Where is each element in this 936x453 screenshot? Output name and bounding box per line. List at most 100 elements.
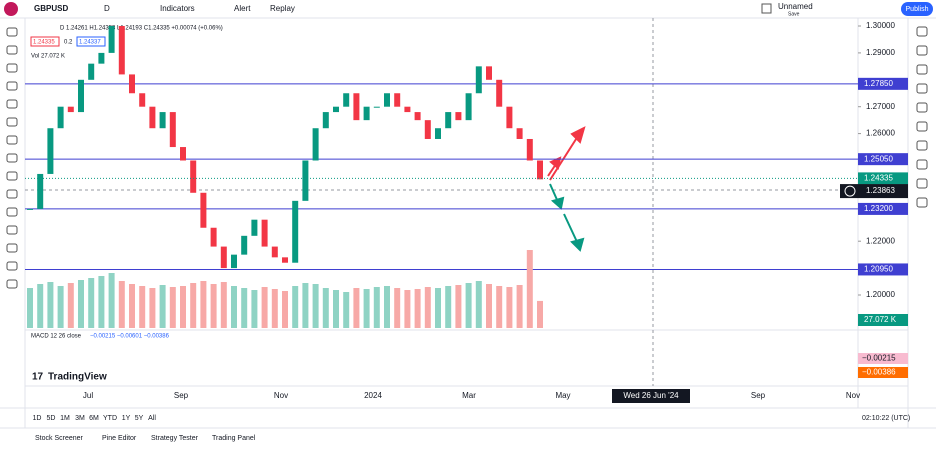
volume-bar: [455, 285, 462, 328]
side-icon[interactable]: [916, 83, 928, 94]
side-icon[interactable]: [916, 197, 928, 208]
volume-bar: [322, 288, 329, 328]
macd-badge-2: [858, 367, 908, 378]
layout-name[interactable]: Unnamed: [778, 2, 813, 11]
publish[interactable]: Publish: [906, 6, 929, 13]
tool-icon[interactable]: [6, 279, 18, 289]
tool-icon[interactable]: [6, 45, 18, 55]
clock: 02:10:22 (UTC): [862, 415, 910, 422]
interval[interactable]: D: [104, 4, 110, 13]
time-label: Sep: [174, 391, 189, 400]
price-tick-label: 1.29000: [866, 48, 895, 57]
volume-bar: [506, 287, 513, 328]
avatar[interactable]: [4, 2, 18, 16]
candle: [271, 246, 278, 258]
tool-icon[interactable]: [6, 171, 18, 181]
candle: [333, 106, 339, 113]
volume-bar: [129, 284, 135, 328]
cursor-badge: [840, 184, 908, 199]
macd-title: MACD 12 26 close: [31, 334, 82, 340]
volume-bar: [414, 289, 421, 328]
side-icon[interactable]: [916, 121, 928, 132]
side-icon[interactable]: [916, 159, 928, 170]
range-button[interactable]: 5Y: [135, 415, 144, 422]
volume-bar: [67, 283, 74, 328]
side-icon[interactable]: [916, 45, 928, 56]
side-icon[interactable]: [916, 140, 928, 151]
cursor-plus[interactable]: [844, 185, 856, 197]
time-label: Sep: [751, 391, 766, 400]
candle: [312, 128, 319, 161]
last-price-label: 1.24335: [864, 173, 893, 182]
volume-bar: [231, 286, 237, 328]
time-label: Wed 26 Jun '24: [623, 391, 679, 400]
volume-bar: [526, 250, 533, 328]
candle: [496, 79, 503, 107]
volume-bar: [486, 284, 492, 328]
tool-icon[interactable]: [6, 27, 18, 37]
candle: [200, 192, 207, 228]
range-button[interactable]: YTD: [103, 415, 117, 422]
tool-icon[interactable]: [6, 243, 18, 253]
candle: [37, 173, 44, 209]
bottom-tab[interactable]: Trading Panel: [212, 435, 256, 442]
range-button[interactable]: 1D: [33, 415, 42, 422]
publish-button[interactable]: [901, 2, 933, 16]
range-button[interactable]: 5D: [47, 415, 56, 422]
candle: [435, 128, 441, 139]
candle: [343, 93, 350, 107]
layout-icon[interactable]: [761, 3, 772, 14]
candle: [261, 219, 268, 247]
bottom-tab[interactable]: Pine Editor: [102, 435, 137, 442]
tool-icon[interactable]: [6, 81, 18, 91]
replay[interactable]: Replay: [270, 4, 295, 13]
level-label: 1.20950: [864, 265, 893, 274]
indicators[interactable]: Indicators: [160, 4, 195, 13]
side-icon[interactable]: [916, 26, 928, 37]
volume-bar: [57, 286, 64, 328]
range-button[interactable]: 1M: [60, 415, 70, 422]
tool-icon[interactable]: [6, 153, 18, 163]
ask: 1.24337: [79, 40, 101, 46]
tool-icon[interactable]: [6, 135, 18, 145]
bottom-tab[interactable]: Stock Screener: [35, 435, 84, 442]
tool-icon[interactable]: [6, 261, 18, 271]
tool-icon[interactable]: [6, 117, 18, 127]
bottom-tab[interactable]: Strategy Tester: [151, 435, 199, 442]
tool-icon[interactable]: [6, 225, 18, 235]
tool-icon[interactable]: [6, 207, 18, 217]
candle: [47, 128, 54, 174]
tool-icon[interactable]: [6, 63, 18, 73]
ask-box[interactable]: [76, 36, 106, 47]
level-badge: [858, 77, 908, 90]
tool-icon[interactable]: [6, 189, 18, 199]
candle: [67, 106, 74, 113]
range-button[interactable]: 3M: [75, 415, 85, 422]
side-icon[interactable]: [916, 102, 928, 113]
candle: [475, 66, 482, 94]
price-tick-label: 1.26000: [866, 129, 895, 138]
logo-mark: 17: [32, 372, 44, 383]
volume-bar: [88, 278, 95, 328]
side-icon[interactable]: [916, 178, 928, 189]
symbol[interactable]: GBPUSD: [34, 4, 68, 13]
volume-bar: [78, 280, 84, 328]
volume-bar: [363, 289, 370, 328]
alert[interactable]: Alert: [234, 4, 251, 13]
arrow-up-small: [547, 156, 562, 177]
macd-badge-1: [858, 353, 908, 364]
candle: [455, 112, 462, 121]
tool-icon[interactable]: [6, 99, 18, 109]
volume-bar: [27, 288, 33, 328]
range-button[interactable]: 1Y: [122, 415, 131, 422]
save[interactable]: Save: [788, 11, 800, 17]
volume-bar: [251, 290, 258, 328]
candle: [414, 112, 421, 121]
side-icon[interactable]: [916, 64, 928, 75]
bid-box[interactable]: [30, 36, 60, 47]
range-button[interactable]: All: [148, 415, 156, 422]
candle: [27, 208, 33, 210]
macd-values: −0.00215 −0.00601 −0.00386: [90, 334, 170, 340]
range-button[interactable]: 6M: [89, 415, 99, 422]
